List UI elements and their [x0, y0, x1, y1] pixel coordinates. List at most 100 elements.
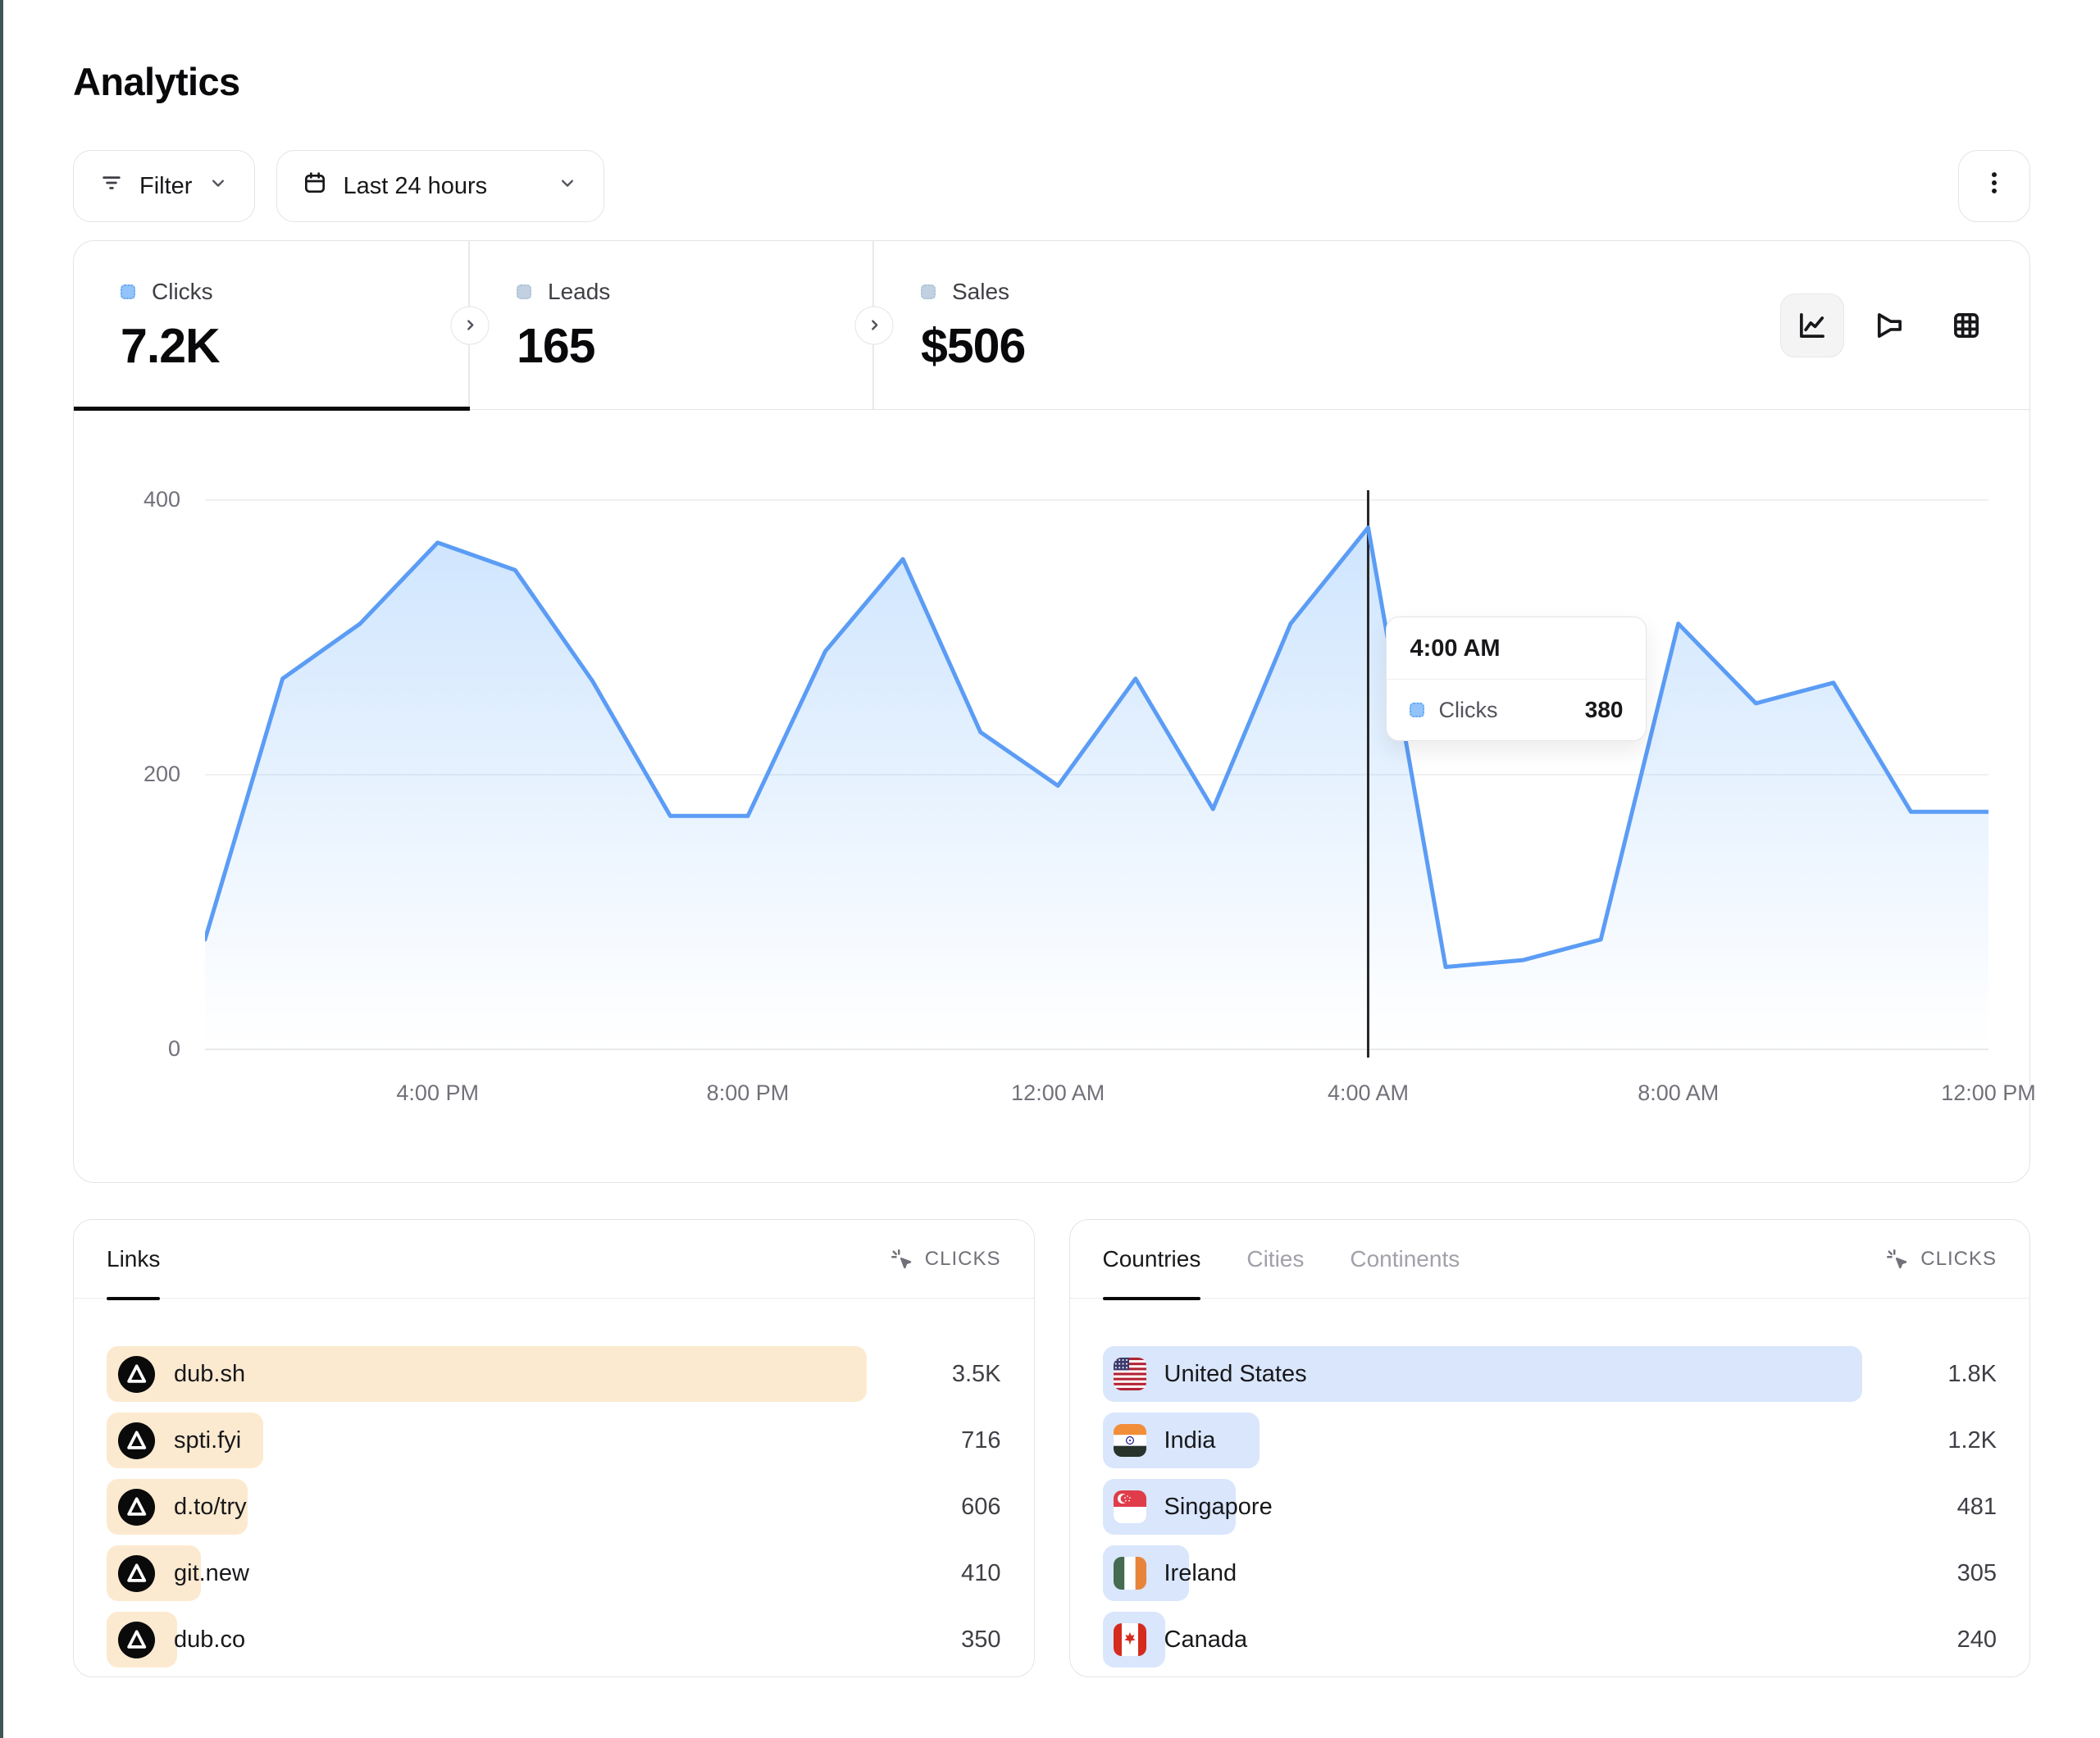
more-options-button[interactable]: [1958, 150, 2030, 222]
x-axis-label: 8:00 PM: [706, 1081, 790, 1105]
links-metric-label: CLICKS: [924, 1247, 1001, 1270]
sales-legend-square: [921, 284, 936, 299]
item-label: United States: [1164, 1360, 1307, 1387]
flag-us-icon: [1113, 1358, 1146, 1390]
clicks-area-fill: [205, 527, 1988, 1049]
expand-leads-button[interactable]: [854, 306, 894, 344]
date-range-button[interactable]: Last 24 hours: [276, 150, 605, 222]
tab-sales[interactable]: Sales $506: [874, 241, 2029, 409]
clicks-value: 7.2K: [121, 319, 221, 373]
item-label: dub.sh: [174, 1360, 246, 1387]
list-item-United States[interactable]: United States 1.8K: [1102, 1346, 1997, 1402]
active-tab-underline: [74, 406, 470, 411]
leads-value: 165: [517, 319, 595, 373]
item-value: 716: [961, 1426, 1001, 1454]
item-label: d.to/try: [174, 1493, 247, 1520]
item-label: Singapore: [1164, 1493, 1273, 1520]
links-panel: Links CLICKS dub.sh 3.5K spti.fyi 716 d.to/t…: [73, 1219, 1035, 1677]
item-value: 481: [1957, 1493, 1997, 1520]
value-bar: [107, 1346, 867, 1402]
dub-logo-icon: [117, 1355, 156, 1394]
calendar-icon: [302, 170, 328, 202]
item-label: Ireland: [1164, 1559, 1237, 1586]
item-value: 1.8K: [1947, 1360, 1997, 1387]
list-item-India[interactable]: India 1.2K: [1102, 1413, 1997, 1468]
flag-in-icon: [1113, 1424, 1146, 1457]
countries-panel-tabs: Countries Cities Continents: [1102, 1220, 1506, 1300]
funnel-view-button[interactable]: [1857, 293, 1921, 357]
leads-legend-square: [517, 284, 531, 299]
table-view-button[interactable]: [1934, 293, 1998, 357]
countries-tab-continents[interactable]: Continents: [1350, 1246, 1460, 1272]
cursor-click-icon: [891, 1249, 912, 1268]
item-label: Canada: [1164, 1626, 1248, 1653]
links-metric-toggle[interactable]: CLICKS: [889, 1247, 1001, 1272]
expand-clicks-button[interactable]: [450, 306, 490, 344]
leads-label: Leads: [548, 279, 611, 304]
countries-panel-header: Countries Cities Continents CLICKS: [1069, 1220, 2029, 1300]
flag-ie-icon: [1113, 1557, 1146, 1590]
item-label: India: [1164, 1426, 1216, 1454]
cursor-click-icon: [1887, 1249, 1907, 1268]
bar-zone: dub.co: [107, 1612, 891, 1667]
y-axis-label-200: 200: [143, 762, 180, 786]
tooltip-value: 380: [1584, 697, 1624, 722]
filter-button[interactable]: Filter: [73, 150, 256, 222]
item-value: 410: [961, 1559, 1001, 1586]
table-grid-icon: [1954, 313, 1979, 338]
item-value: 3.5K: [951, 1360, 1001, 1387]
tooltip-series-label: Clicks: [1438, 697, 1498, 722]
flag-ca-icon: [1113, 1623, 1146, 1656]
toolbar: Filter Last 24 hours: [73, 150, 2030, 222]
bar-zone: git.new: [107, 1545, 891, 1601]
list-item-spti.fyi[interactable]: spti.fyi 716: [107, 1413, 1001, 1468]
clicks-line: [205, 525, 1988, 969]
bar-zone: United States: [1102, 1346, 1887, 1402]
x-axis-label: 4:00 PM: [396, 1081, 479, 1105]
list-item-Ireland[interactable]: Ireland 305: [1102, 1545, 1997, 1601]
list-item-dub.co[interactable]: dub.co 350: [107, 1612, 1001, 1667]
tab-clicks[interactable]: Clicks 7.2K: [74, 241, 470, 409]
breakdown-panels: Links CLICKS dub.sh 3.5K spti.fyi 716 d.to/t…: [73, 1219, 2030, 1677]
links-panel-tabs: Links: [107, 1220, 206, 1300]
clicks-time-series-chart[interactable]: 4:00 AM Clicks 380 0 200 400 4:00 PM 8:00 PM…: [74, 410, 2036, 1182]
kebab-menu-icon: [1980, 169, 2008, 203]
dub-logo-icon: [117, 1554, 156, 1593]
item-label: dub.co: [174, 1626, 246, 1653]
filter-button-label: Filter: [139, 172, 193, 199]
analytics-card: Clicks 7.2K Leads 165 Sales $506: [73, 240, 2036, 1183]
list-item-git.new[interactable]: git.new 410: [107, 1545, 1001, 1601]
sales-label: Sales: [952, 279, 1010, 304]
chart-canvas: [205, 490, 1988, 1058]
bar-zone: dub.sh: [107, 1346, 891, 1402]
links-tab-links[interactable]: Links: [107, 1220, 161, 1300]
date-range-label: Last 24 hours: [343, 172, 488, 199]
sales-value: $506: [921, 319, 1026, 373]
bar-zone: Canada: [1102, 1612, 1887, 1667]
list-item-dub.sh[interactable]: dub.sh 3.5K: [107, 1346, 1001, 1402]
chart-tooltip: 4:00 AM Clicks 380: [1386, 616, 1647, 741]
countries-metric-toggle[interactable]: CLICKS: [1884, 1247, 1997, 1272]
list-item-d.to/try[interactable]: d.to/try 606: [107, 1479, 1001, 1535]
tab-leads[interactable]: Leads 165: [470, 241, 874, 409]
metric-tabs: Clicks 7.2K Leads 165 Sales $506: [74, 241, 2029, 411]
x-axis-label: 12:00 AM: [1011, 1081, 1105, 1105]
line-chart-view-button[interactable]: [1780, 293, 1844, 357]
list-item-Singapore[interactable]: Singapore 481: [1102, 1479, 1997, 1535]
list-item-Canada[interactable]: Canada 240: [1102, 1612, 1997, 1667]
line-chart-icon: [1800, 313, 1824, 338]
countries-list: United States 1.8K India 1.2K Singapore 481 Ir…: [1070, 1299, 2030, 1667]
bar-zone: d.to/try: [107, 1479, 891, 1535]
window-left-edge: [0, 0, 3, 1738]
y-axis-label-0: 0: [167, 1036, 180, 1061]
countries-tab-countries[interactable]: Countries: [1102, 1220, 1200, 1300]
item-value: 240: [1957, 1626, 1997, 1653]
countries-tab-cities[interactable]: Cities: [1246, 1246, 1305, 1272]
countries-metric-label: CLICKS: [1920, 1247, 1997, 1270]
value-bar: [1102, 1346, 1863, 1402]
chevron-right-icon: [467, 320, 473, 330]
bar-zone: India: [1102, 1413, 1887, 1468]
chevron-down-icon: [556, 171, 579, 201]
item-value: 305: [1957, 1559, 1997, 1586]
item-value: 606: [961, 1493, 1001, 1520]
